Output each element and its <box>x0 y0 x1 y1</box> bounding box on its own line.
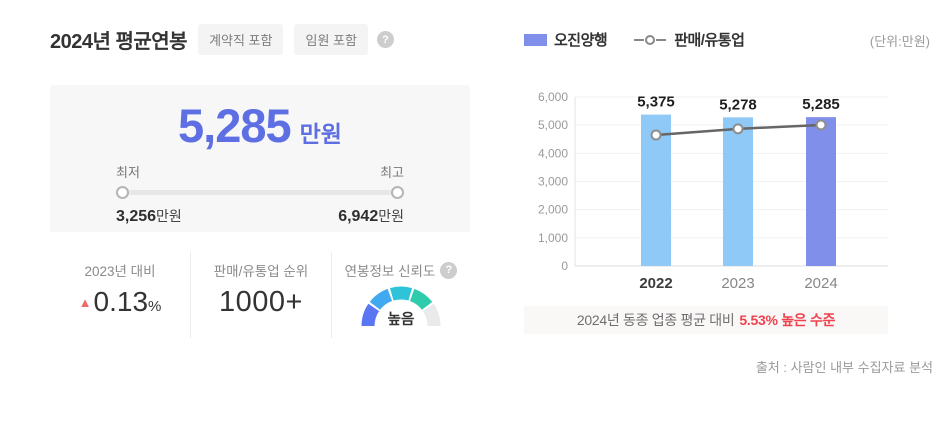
x-axis-label: 2023 <box>721 275 754 292</box>
gauge-segment <box>389 286 413 301</box>
average-salary-card: 5,285 만원 최저 최고 3,256만원 6,942만원 <box>50 85 470 232</box>
stat-yoy-change: 2023년 대비 ▲0.13% <box>50 252 191 338</box>
x-axis-label: 2022 <box>639 275 672 292</box>
average-salary-value-row: 5,285 만원 <box>116 98 404 153</box>
y-axis-tick: 4,000 <box>538 146 568 160</box>
gauge-label: 높음 <box>387 312 415 328</box>
bar-value-label: 5,278 <box>719 96 757 113</box>
y-axis-tick: 1,000 <box>538 231 568 245</box>
gauge-segment <box>409 288 433 311</box>
annotation-highlight: 5.53% 높은 수준 <box>739 312 836 328</box>
stat-industry-rank: 판매/유통업 순위 1000+ <box>191 252 332 338</box>
bar-value-label: 5,285 <box>802 96 840 113</box>
line-marker <box>732 123 744 135</box>
gauge-segment <box>369 288 393 311</box>
gauge-segment <box>422 303 441 327</box>
stat-yoy-label: 2023년 대비 <box>84 264 156 279</box>
gauge-arc <box>361 286 441 327</box>
y-axis-tick: 3,000 <box>538 175 568 189</box>
min-value: 3,256만원 <box>116 208 182 225</box>
help-icon[interactable]: ? <box>376 31 394 48</box>
line-marker-icon <box>634 34 667 45</box>
line-marker <box>650 129 662 141</box>
slider-track <box>121 190 399 195</box>
average-salary-header: 2024년 평균연봉 계약직 포함 임원 포함 ? <box>50 24 394 55</box>
legend-line-item: 판매/유통업 <box>633 29 745 50</box>
up-triangle-icon: ▲ <box>78 295 92 310</box>
slider-knob-max <box>391 186 404 199</box>
stat-reliability: 연봉정보 신뢰도 ? 높음 <box>332 252 470 338</box>
salary-range-labels: 최저 최고 <box>116 162 404 181</box>
help-icon[interactable]: ? <box>440 261 458 279</box>
max-value: 6,942만원 <box>338 208 404 225</box>
badge-executive-included: 임원 포함 <box>294 24 368 55</box>
data-source-note: 출처 : 사람인 내부 수집자료 분석 <box>755 360 933 375</box>
legend-line-label: 판매/유통업 <box>674 32 745 49</box>
legend-bar-label: 오진양행 <box>554 32 608 49</box>
salary-stats-row: 2023년 대비 ▲0.13% 판매/유통업 순위 1000+ 연봉정보 신뢰도… <box>50 252 470 338</box>
bar-2024 <box>806 117 836 267</box>
max-label: 최고 <box>380 165 404 180</box>
stat-rank-label: 판매/유통업 순위 <box>213 264 309 279</box>
y-axis-tick: 6,000 <box>538 90 568 104</box>
stat-reliability-label: 연봉정보 신뢰도 ? <box>345 260 458 280</box>
gauge-segment <box>361 303 380 327</box>
stat-rank-value: 1000+ <box>219 286 303 318</box>
comparison-annotation: 2024년 동종 업종 평균 대비 5.53% 높은 수준 <box>524 306 888 334</box>
bar-2023 <box>723 117 753 266</box>
slider-knob-min <box>116 186 129 199</box>
salary-range-values: 3,256만원 6,942만원 <box>116 206 404 226</box>
x-axis-label: 2024 <box>804 275 837 292</box>
min-label: 최저 <box>116 165 140 180</box>
y-axis-tick: 2,000 <box>538 203 568 217</box>
reliability-gauge: 높음 <box>359 284 443 330</box>
unit-note: (단위:만원) <box>869 34 930 49</box>
line-marker <box>815 119 827 131</box>
average-salary-unit: 만원 <box>299 121 342 147</box>
bar-value-label: 5,375 <box>637 94 675 111</box>
salary-range-slider <box>116 186 404 199</box>
stat-yoy-value: ▲0.13% <box>78 286 162 317</box>
chart-legend: 오진양행 판매/유통업 <box>524 29 745 50</box>
legend-bar-swatch <box>524 33 547 46</box>
y-axis-tick: 5,000 <box>538 118 568 132</box>
average-salary-value: 5,285 <box>178 99 292 152</box>
salary-bar-line-chart: 0 1,000 2,000 3,000 4,000 5,000 6,000 5,375 5,27… <box>538 90 888 292</box>
y-axis-tick: 0 <box>561 259 568 273</box>
section-title: 2024년 평균연봉 <box>50 31 188 53</box>
annotation-text: 2024년 동종 업종 평균 대비 <box>576 312 735 328</box>
badge-contract-included: 계약직 포함 <box>198 24 284 55</box>
